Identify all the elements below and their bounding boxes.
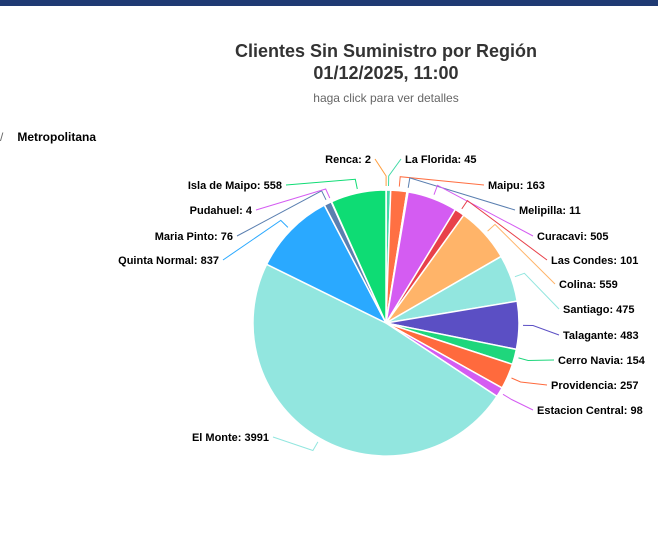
data-label-maria-pinto[interactable]: Maria Pinto: 76 bbox=[155, 231, 233, 243]
connector-colina bbox=[487, 223, 556, 285]
data-label-la-florida[interactable]: La Florida: 45 bbox=[405, 154, 477, 166]
data-label-melipilla[interactable]: Melipilla: 11 bbox=[519, 205, 581, 217]
data-label-quinta-normal[interactable]: Quinta Normal: 837 bbox=[118, 255, 219, 267]
data-label-pudahuel[interactable]: Pudahuel: 4 bbox=[190, 205, 253, 217]
data-label-estacion-central[interactable]: Estacion Central: 98 bbox=[537, 405, 643, 417]
data-label-providencia[interactable]: Providencia: 257 bbox=[551, 380, 638, 392]
data-label-talagante[interactable]: Talagante: 483 bbox=[563, 330, 639, 342]
pie-slice-el-monte[interactable] bbox=[252, 263, 498, 457]
chart-title: Clientes Sin Suministro por Región bbox=[234, 41, 538, 61]
data-label-cerro-navia[interactable]: Cerro Navia: 154 bbox=[558, 355, 646, 367]
data-label-el-monte[interactable]: El Monte: 3991 bbox=[192, 432, 269, 444]
connector-renca bbox=[374, 158, 387, 186]
connector-talagante bbox=[522, 324, 560, 336]
data-label-renca[interactable]: Renca: 2 bbox=[325, 154, 371, 166]
connector-melipilla bbox=[407, 177, 516, 211]
breadcrumb: / Metropolitana bbox=[0, 130, 96, 144]
connector-el-monte bbox=[272, 436, 319, 452]
pie-slice-isla-de-maipo[interactable] bbox=[330, 189, 387, 324]
pie-slice-quinta-normal[interactable] bbox=[265, 204, 388, 325]
data-label-colina[interactable]: Colina: 559 bbox=[559, 279, 618, 291]
connector-curacavi bbox=[433, 184, 534, 237]
connector-maipu bbox=[398, 176, 485, 187]
connector-isla-de-maipo bbox=[285, 178, 358, 190]
data-label-isla-de-maipo[interactable]: Isla de Maipo: 558 bbox=[188, 180, 282, 192]
connector-cerro-navia bbox=[518, 357, 555, 362]
connector-las-condes bbox=[461, 199, 548, 261]
chart-subtitle: haga click para ver detalles bbox=[313, 91, 459, 105]
data-label-maipu[interactable]: Maipu: 163 bbox=[488, 180, 545, 192]
data-label-las-condes[interactable]: Las Condes: 101 bbox=[551, 255, 638, 267]
connector-la-florida bbox=[388, 158, 402, 187]
data-label-santiago[interactable]: Santiago: 475 bbox=[563, 304, 635, 316]
breadcrumb-separator: / bbox=[0, 130, 4, 144]
connector-estacion-central bbox=[502, 393, 534, 411]
connector-santiago bbox=[514, 272, 560, 310]
top-bar bbox=[0, 0, 658, 6]
data-label-curacavi[interactable]: Curacavi: 505 bbox=[537, 231, 609, 243]
connector-providencia bbox=[511, 377, 548, 386]
connector-pudahuel bbox=[255, 188, 331, 211]
breadcrumb-region[interactable]: Metropolitana bbox=[17, 130, 97, 144]
connector-maria-pinto bbox=[236, 190, 327, 237]
connector-quinta-normal bbox=[222, 219, 289, 261]
chart-datetime: 01/12/2025, 11:00 bbox=[313, 63, 459, 83]
